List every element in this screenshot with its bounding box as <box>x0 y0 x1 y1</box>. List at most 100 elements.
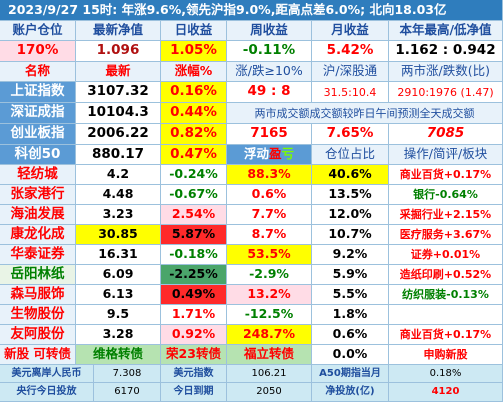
header-nav: 最新净值 <box>76 21 161 41</box>
holding-change: -2.25% <box>161 265 227 285</box>
index-name: 创业板指 <box>0 124 76 145</box>
index-name: 上证指数 <box>0 82 76 103</box>
holding-price: 9.5 <box>76 305 161 325</box>
holding-note: 造纸印刷+0.52% <box>389 265 503 285</box>
fx-value: 7.308 <box>94 365 161 383</box>
holding-weight: 1.8% <box>312 305 389 325</box>
holding-name: 轻纺城 <box>0 165 76 185</box>
col-change: 涨幅% <box>161 62 227 82</box>
holding-price: 6.09 <box>76 265 161 285</box>
a50-value: 0.18% <box>389 365 503 383</box>
col-pnl-part3: 亏 <box>281 146 295 162</box>
pboc-label: 央行今日投放 <box>0 383 94 402</box>
holding-name: 友阿股份 <box>0 325 76 345</box>
holding-pnl: 88.3% <box>227 165 312 185</box>
new-issue-weight: 0.0% <box>312 345 389 365</box>
index-change: 0.47% <box>161 145 227 165</box>
net-injection-label: 净投放(亿) <box>312 383 389 402</box>
col-pnl-part2: 盈 <box>268 146 282 162</box>
holding-price: 3.28 <box>76 325 161 345</box>
holding-change: -0.67% <box>161 185 227 205</box>
dxy-value: 106.21 <box>227 365 312 383</box>
index-price: 2006.22 <box>76 124 161 145</box>
index-change: 0.44% <box>161 103 227 124</box>
holding-price: 6.13 <box>76 285 161 305</box>
col-adv-dec: 两市涨/跌数(比) <box>389 62 503 82</box>
holding-weight: 13.5% <box>312 185 389 205</box>
col-pnl: 浮动盈亏 <box>227 145 312 165</box>
turnover-change: 7.65% <box>312 124 389 145</box>
new-issue-label: 新股 可转债 <box>0 345 76 365</box>
index-change: 0.16% <box>161 82 227 103</box>
day-return-value: 1.05% <box>161 41 227 62</box>
new-bond-1[interactable]: 维格转债 <box>76 345 161 365</box>
holding-pnl: 0.6% <box>227 185 312 205</box>
nav-value: 1.096 <box>76 41 161 62</box>
net-injection-value: 4120 <box>389 383 503 402</box>
holding-name: 康龙化成 <box>0 225 76 245</box>
holding-weight: 5.9% <box>312 265 389 285</box>
holding-name: 华泰证券 <box>0 245 76 265</box>
turnover-note: 两市成交额成交额较昨日午间预测全天成交额 <box>227 103 503 124</box>
limit-ratio-value: 49 : 8 <box>227 82 312 103</box>
maturity-label: 今日到期 <box>161 383 227 402</box>
adv-dec-value: 2910:1976 (1.47) <box>389 82 503 103</box>
holding-change: 1.71% <box>161 305 227 325</box>
holding-pnl: 53.5% <box>227 245 312 265</box>
holding-note: 采掘行业+2.15% <box>389 205 503 225</box>
turnover-value: 7165 <box>227 124 312 145</box>
index-price: 10104.3 <box>76 103 161 124</box>
holding-price: 30.85 <box>76 225 161 245</box>
year-high-low-value: 1.162 : 0.942 <box>389 41 503 62</box>
holding-pnl: 8.7% <box>227 225 312 245</box>
holding-note: 商业百货+0.17% <box>389 325 503 345</box>
header-year-high-low: 本年最高/低净值 <box>389 21 503 41</box>
holding-note <box>389 305 503 325</box>
dxy-label: 美元指数 <box>161 365 227 383</box>
holding-price: 16.31 <box>76 245 161 265</box>
pboc-value: 6170 <box>94 383 161 402</box>
holding-name: 森马服饰 <box>0 285 76 305</box>
index-price: 880.17 <box>76 145 161 165</box>
holding-pnl: -2.9% <box>227 265 312 285</box>
holding-weight: 0.6% <box>312 325 389 345</box>
new-issue-note: 申购新股 <box>389 345 503 365</box>
col-pnl-part1: 浮动 <box>243 146 269 162</box>
holding-price: 4.48 <box>76 185 161 205</box>
holding-note: 商业百货+0.17% <box>389 165 503 185</box>
holding-pnl: 7.7% <box>227 205 312 225</box>
title-bar: 2023/9/27 15时: 年涨9.6%,领先沪指9.0%,距高点差6.0%;… <box>0 0 503 21</box>
new-bond-3[interactable]: 福立转债 <box>227 345 312 365</box>
col-note: 操作/简评/板块 <box>389 145 503 165</box>
col-weight: 仓位占比 <box>312 145 389 165</box>
holding-name: 海油发展 <box>0 205 76 225</box>
holding-weight: 12.0% <box>312 205 389 225</box>
holding-note: 医疗服务+3.67% <box>389 225 503 245</box>
index-name: 科创50 <box>0 145 76 165</box>
holding-note: 证券+0.01% <box>389 245 503 265</box>
holding-note: 银行-0.64% <box>389 185 503 205</box>
holding-change: 5.87% <box>161 225 227 245</box>
holding-name: 岳阳林纸 <box>0 265 76 285</box>
connect-value: 31.5:10.4 <box>312 82 389 103</box>
holding-change: 2.54% <box>161 205 227 225</box>
holding-price: 4.2 <box>76 165 161 185</box>
holding-price: 3.23 <box>76 205 161 225</box>
holding-pnl: 13.2% <box>227 285 312 305</box>
holding-change: 0.49% <box>161 285 227 305</box>
index-name: 深证成指 <box>0 103 76 124</box>
holding-change: -0.24% <box>161 165 227 185</box>
header-day-return: 日收益 <box>161 21 227 41</box>
header-month-return: 月收益 <box>312 21 389 41</box>
turnover-forecast: 7085 <box>389 124 503 145</box>
header-position: 账户仓位 <box>0 21 76 41</box>
header-week-return: 周收益 <box>227 21 312 41</box>
a50-label: A50期指当月 <box>312 365 389 383</box>
holding-pnl: -12.5% <box>227 305 312 325</box>
new-bond-2[interactable]: 荣23转债 <box>161 345 227 365</box>
holding-change: -0.18% <box>161 245 227 265</box>
week-return-value: -0.11% <box>227 41 312 62</box>
col-price: 最新 <box>76 62 161 82</box>
holding-weight: 5.5% <box>312 285 389 305</box>
